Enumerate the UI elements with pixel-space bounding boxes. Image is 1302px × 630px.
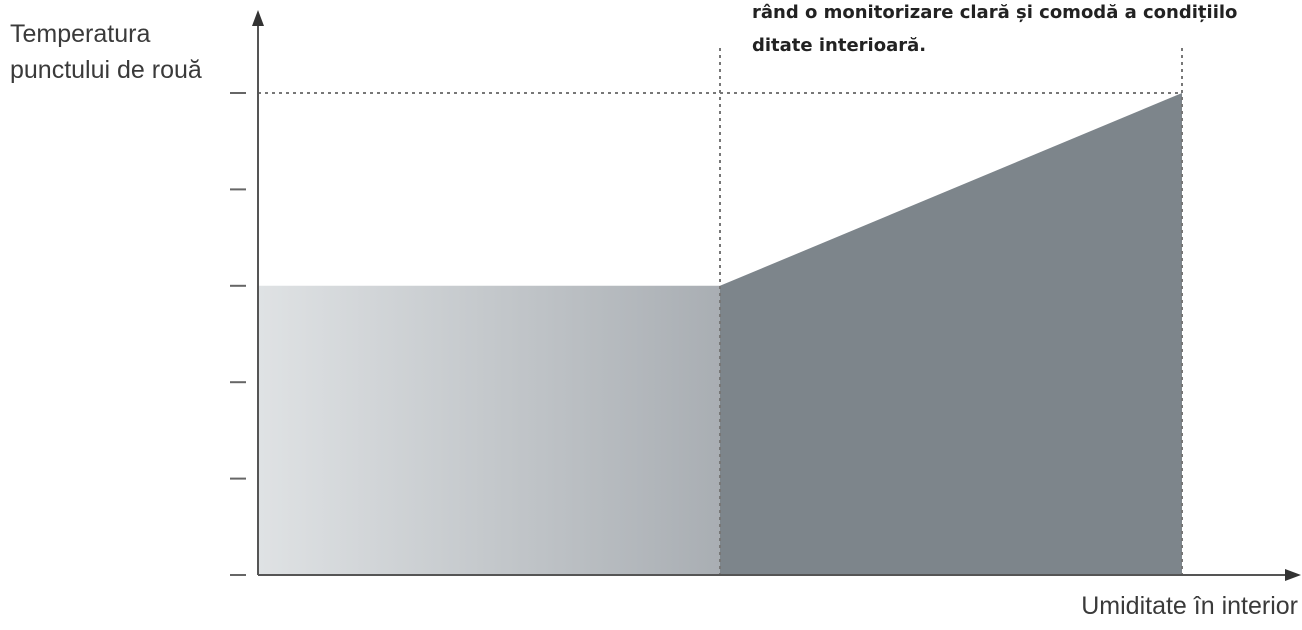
y-axis-label-line-2: punctului de rouă bbox=[10, 56, 202, 84]
y-axis-label: Temperatura punctului de rouă bbox=[10, 16, 202, 88]
x-axis-arrow bbox=[1285, 569, 1301, 581]
caption-line-1: rând o monitorizare clară și comodă a co… bbox=[752, 2, 1238, 23]
y-axis-label-line-1: Temperatura bbox=[10, 20, 151, 48]
area-segment-1 bbox=[258, 285, 720, 575]
y-axis-arrow bbox=[252, 10, 264, 26]
area-segment-2 bbox=[720, 93, 1182, 575]
caption-line-2: ditate interioară. bbox=[752, 35, 927, 56]
x-axis-label: Umiditate în interior bbox=[1081, 592, 1298, 620]
caption-text: rând o monitorizare clară și comodă a co… bbox=[752, 0, 1302, 62]
